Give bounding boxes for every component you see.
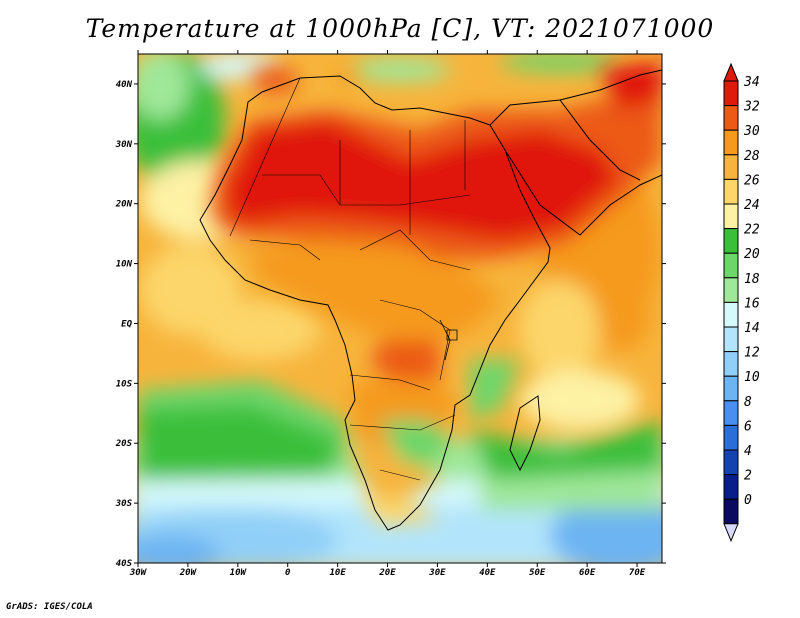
colorbar-label: 14 bbox=[744, 321, 760, 336]
colorbar-under-arrow bbox=[723, 523, 739, 543]
colorbar-swatch bbox=[723, 498, 739, 525]
lon-tick-label: 60E bbox=[579, 568, 596, 578]
colorbar-swatch bbox=[723, 351, 739, 377]
colorbar-label: 12 bbox=[744, 346, 760, 361]
temperature-field bbox=[138, 54, 662, 563]
lat-tick-label: EQ bbox=[121, 319, 132, 329]
colorbar-swatch bbox=[723, 203, 739, 230]
lon-tick-label: 40E bbox=[479, 568, 496, 578]
colorbar-label: 2 bbox=[744, 469, 752, 484]
lat-tick-label: 30N bbox=[115, 140, 133, 150]
colorbar-swatch bbox=[723, 129, 739, 156]
lon-tick-label: 50E bbox=[529, 568, 546, 578]
lon-tick-label: 30E bbox=[428, 568, 446, 578]
colorbar-label: 4 bbox=[744, 444, 752, 459]
colorbar-swatch bbox=[723, 105, 739, 131]
colorbar-swatch bbox=[723, 474, 739, 500]
colorbar-label: 28 bbox=[744, 149, 760, 164]
colorbar-swatch bbox=[723, 80, 739, 107]
credit-label: GrADS: IGES/COLA bbox=[6, 602, 93, 612]
colorbar-swatch bbox=[723, 178, 739, 205]
lon-tick-label: 10E bbox=[329, 568, 346, 578]
colorbar-label: 16 bbox=[744, 296, 760, 311]
colorbar-swatch bbox=[723, 400, 739, 426]
lon-tick-label: 0 bbox=[285, 568, 291, 578]
map-frame bbox=[137, 53, 663, 564]
lat-tick-label: 10N bbox=[116, 260, 133, 270]
colorbar-label: 24 bbox=[744, 198, 760, 213]
colorbar-swatch bbox=[723, 326, 739, 353]
lon-tick-label: 70E bbox=[629, 568, 646, 578]
colorbar-label: 20 bbox=[744, 247, 760, 262]
latitude-axis: 40N 30N 20N 10N EQ 10S 20S 30S 40S bbox=[115, 80, 666, 569]
colorbar-swatch bbox=[723, 154, 739, 180]
colorbar-swatch bbox=[723, 228, 739, 254]
colorbar-label: 10 bbox=[744, 370, 760, 385]
lat-tick-label: 40N bbox=[116, 80, 133, 90]
lat-tick-label: 20N bbox=[115, 200, 133, 210]
colorbar-swatch bbox=[723, 375, 739, 402]
colorbar-label: 0 bbox=[744, 493, 752, 508]
colorbar-label: 30 bbox=[743, 124, 760, 139]
lat-tick-label: 30S bbox=[115, 499, 133, 509]
lon-tick-label: 20W bbox=[179, 568, 198, 578]
colorbar-swatch bbox=[723, 449, 739, 476]
colorbar-swatch bbox=[723, 277, 739, 303]
lon-tick-label: 30W bbox=[129, 568, 148, 578]
lat-tick-label: 40S bbox=[116, 559, 133, 569]
colorbar-over-arrow bbox=[723, 62, 739, 82]
colorbar-label: 18 bbox=[744, 272, 760, 287]
colorbar-swatch bbox=[723, 301, 739, 328]
colorbar-label: 34 bbox=[743, 75, 760, 90]
lon-tick-label: 10W bbox=[230, 568, 248, 578]
colorbar-label: 22 bbox=[744, 223, 760, 238]
coastlines bbox=[199, 69, 662, 531]
colorbar-label: 32 bbox=[743, 100, 760, 115]
colorbar-label: 6 bbox=[744, 419, 752, 434]
lat-tick-label: 20S bbox=[115, 439, 133, 449]
colorbar-label: 8 bbox=[744, 395, 752, 410]
colorbar-swatch bbox=[723, 252, 739, 279]
lat-tick-label: 10S bbox=[116, 379, 133, 389]
map-title: Temperature at 1000hPa [C], VT: 20210710… bbox=[85, 14, 715, 43]
longitude-axis: 30W 20W 10W 0 10E 20E 30E 40E 50E 60E 70E bbox=[129, 50, 646, 578]
lon-tick-label: 20E bbox=[378, 568, 396, 578]
colorbar-label: 26 bbox=[744, 173, 760, 188]
colorbar-swatch bbox=[723, 424, 739, 451]
